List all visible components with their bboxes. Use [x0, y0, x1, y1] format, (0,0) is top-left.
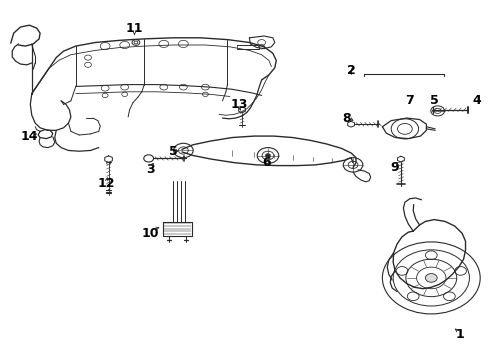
Circle shape [425, 274, 436, 282]
Text: 3: 3 [146, 163, 155, 176]
Text: 9: 9 [390, 161, 399, 174]
Text: 1: 1 [454, 328, 463, 341]
Text: 11: 11 [125, 22, 143, 35]
Text: 5: 5 [169, 145, 178, 158]
Text: 13: 13 [230, 98, 248, 111]
Text: 2: 2 [346, 64, 355, 77]
Text: 12: 12 [98, 177, 115, 190]
Text: 8: 8 [341, 112, 350, 125]
Text: 14: 14 [20, 130, 38, 143]
Circle shape [265, 154, 270, 157]
Text: 10: 10 [142, 227, 159, 240]
Text: 6: 6 [262, 156, 270, 169]
Text: 4: 4 [471, 94, 480, 107]
Text: 5: 5 [429, 94, 438, 107]
Text: 7: 7 [405, 94, 413, 107]
